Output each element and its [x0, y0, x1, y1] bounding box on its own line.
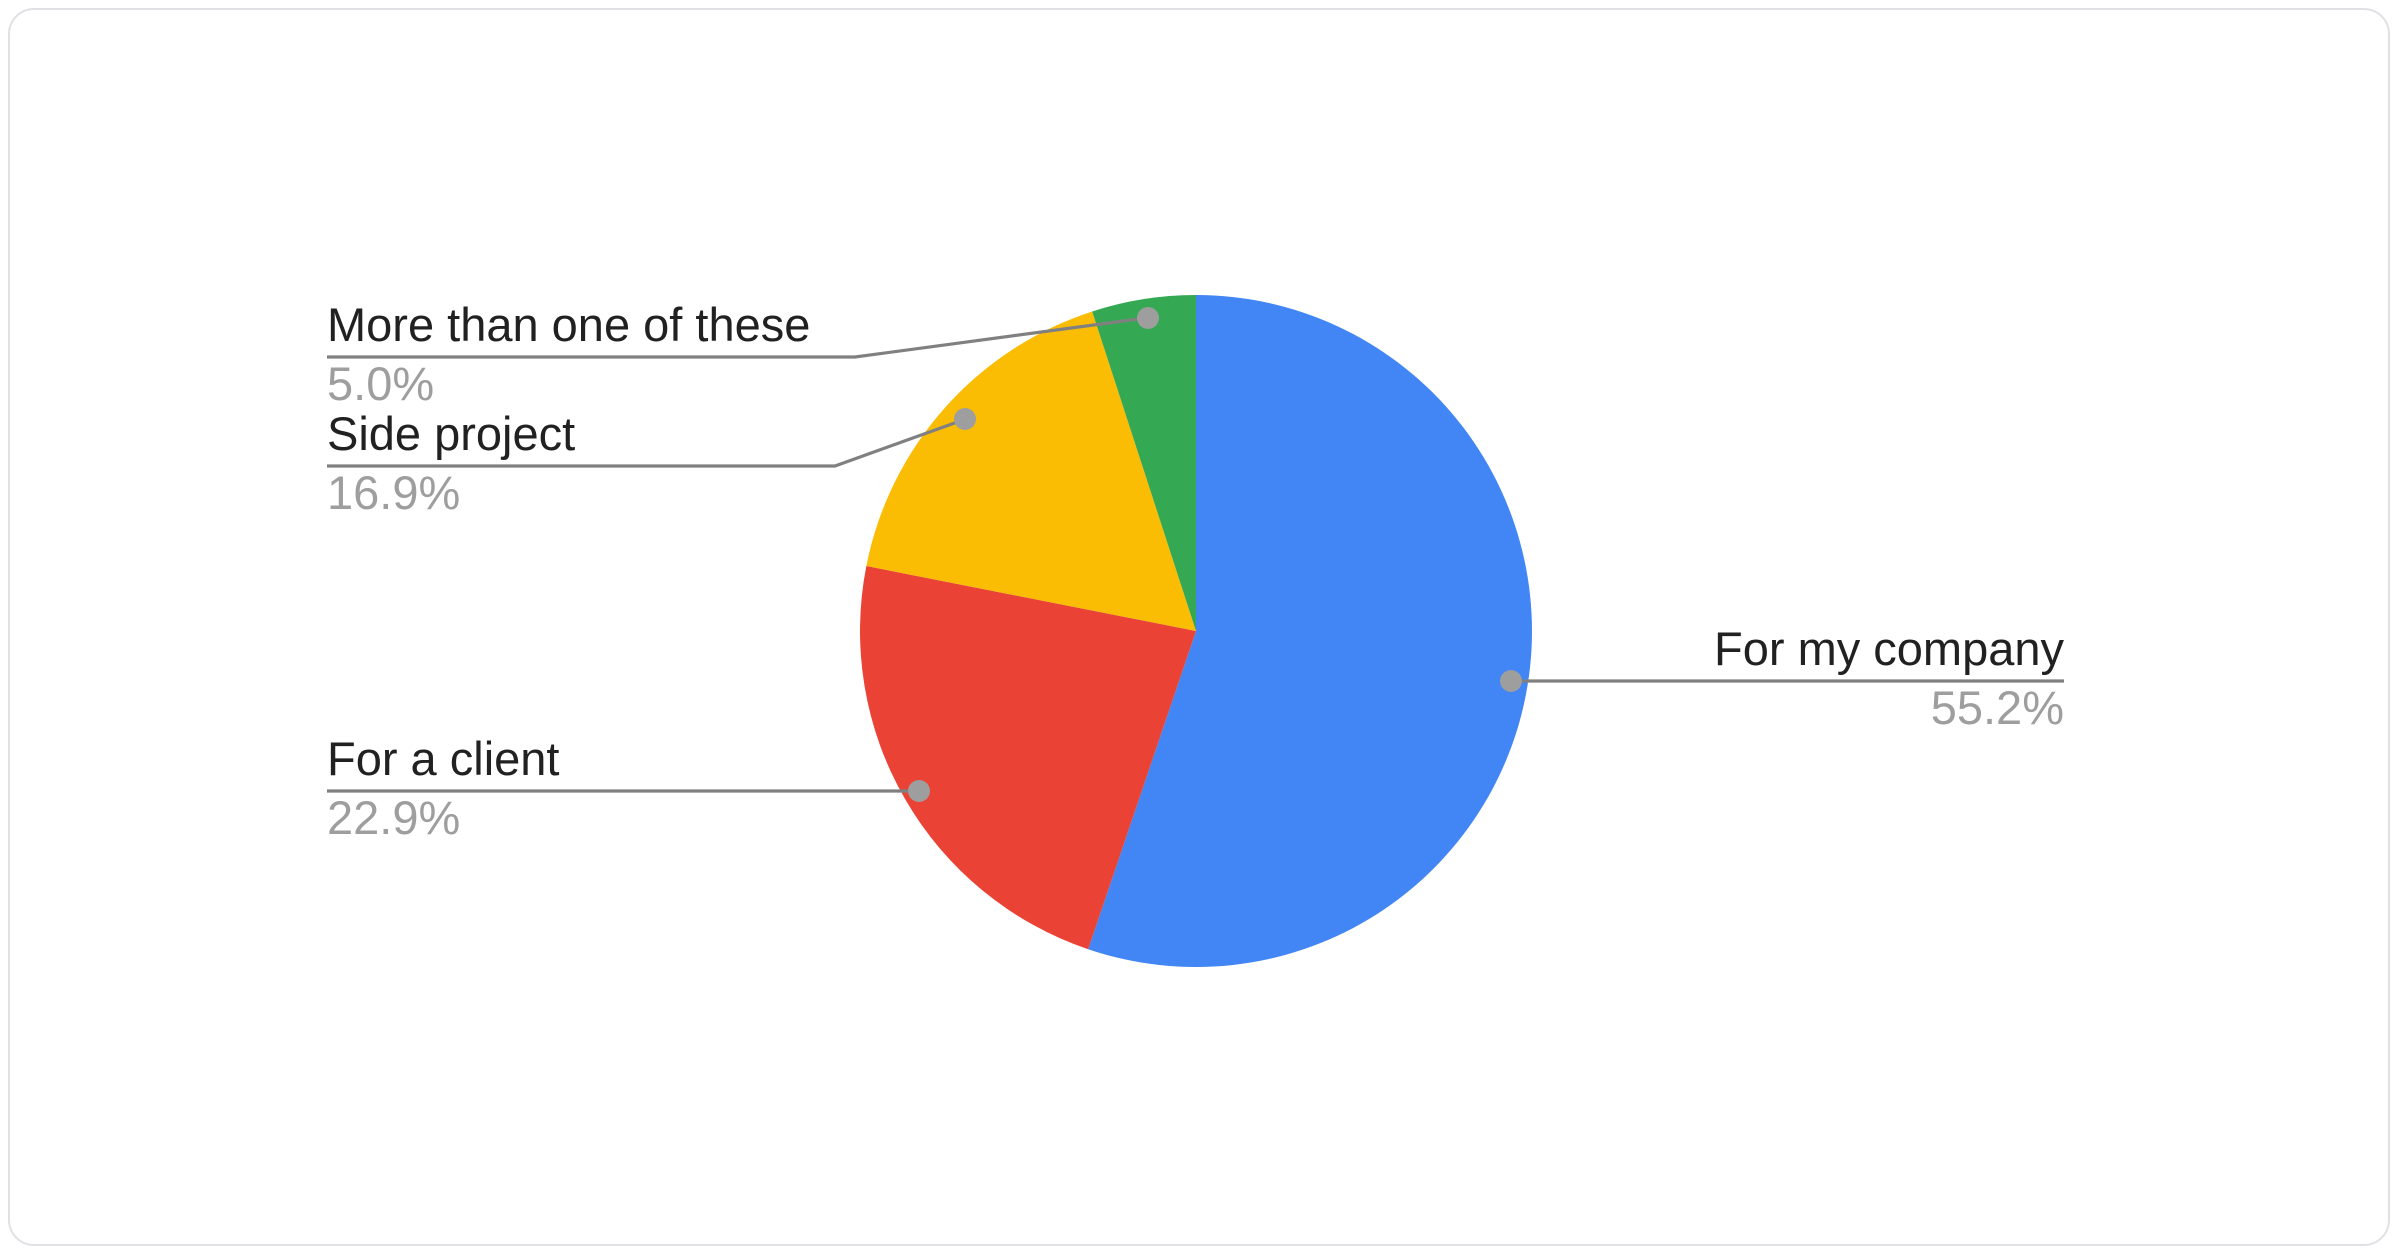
pie-slices: [859, 295, 1532, 967]
pie-slice-for-a-client[interactable]: [859, 565, 1196, 950]
pie-label-name-for-a-client: For a client: [327, 732, 559, 785]
pie-slice-more-than-one-of-these[interactable]: [1092, 295, 1196, 631]
pie-label-value-more-than-one-of-these: 5.0%: [327, 357, 434, 410]
leader-dot-for-a-client: [908, 780, 930, 802]
pie-label-value-side-project: 16.9%: [327, 466, 460, 519]
pie-slice-for-my-company[interactable]: [1088, 295, 1532, 967]
leader-dot-side-project: [954, 408, 976, 430]
leader-dot-more-than-one-of-these: [1137, 307, 1159, 329]
pie-slice-side-project[interactable]: [866, 311, 1196, 631]
pie-labels: More than one of these 5.0% Side project…: [327, 298, 2064, 844]
pie-label-value-for-my-company: 55.2%: [1931, 681, 2064, 734]
pie-label-value-for-a-client: 22.9%: [327, 791, 460, 844]
leader-line-side-project: [327, 418, 964, 468]
leader-line-more-than-one-of-these: [327, 316, 1147, 359]
pie-label-name-more-than-one-of-these: More than one of these: [327, 298, 810, 351]
pie-label-name-side-project: Side project: [327, 407, 575, 460]
leader-dot-for-my-company: [1500, 670, 1522, 692]
leader-lines: [327, 307, 2064, 802]
pie-label-name-for-my-company: For my company: [1714, 622, 2064, 675]
